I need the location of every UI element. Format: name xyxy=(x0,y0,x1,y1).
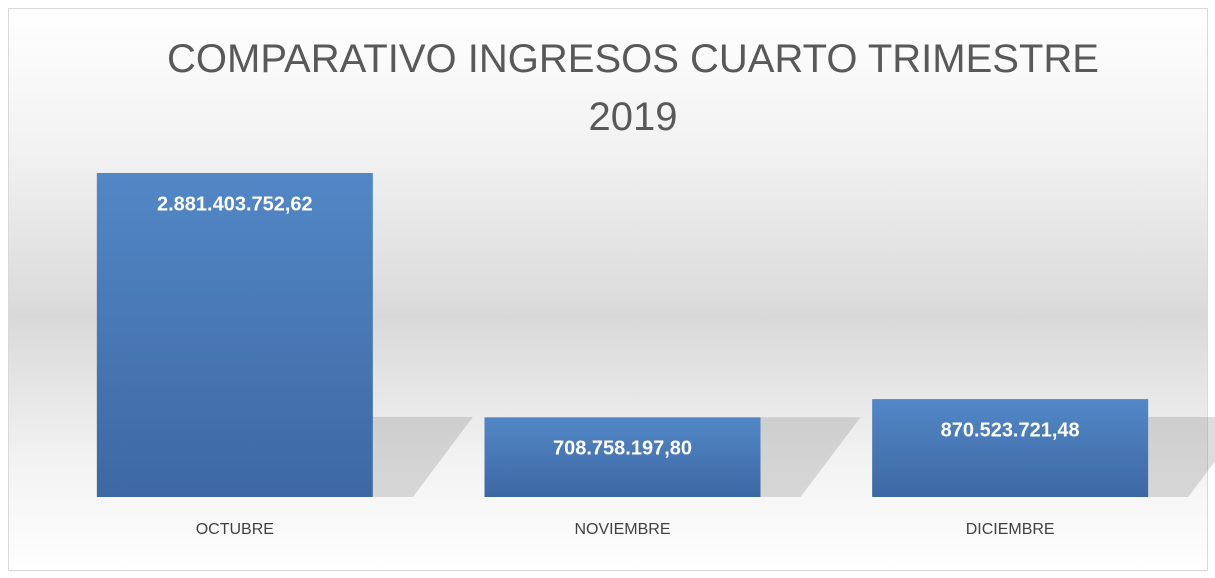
bar xyxy=(96,173,373,497)
bar-shadow xyxy=(372,417,473,497)
bar-shadow xyxy=(760,417,861,497)
value-label: 708.758.197,80 xyxy=(553,438,692,460)
x-tick-label: DICIEMBRE xyxy=(966,521,1055,538)
value-label: 870.523.721,48 xyxy=(941,419,1080,441)
x-tick-label: OCTUBRE xyxy=(196,521,274,538)
bar xyxy=(872,399,1149,497)
bar xyxy=(484,417,761,497)
value-label: 2.881.403.752,62 xyxy=(157,193,313,215)
bar-shadow xyxy=(1148,417,1215,497)
x-tick-label: NOVIEMBRE xyxy=(574,521,670,538)
chart-title: COMPARATIVO INGRESOS CUARTO TRIMESTRE 20… xyxy=(167,37,1099,139)
